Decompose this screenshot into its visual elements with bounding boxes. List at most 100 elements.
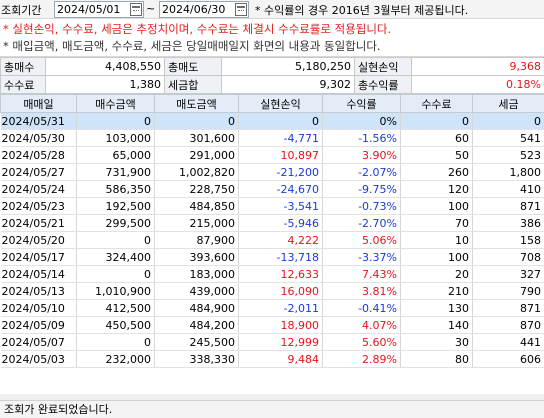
cell-fee: 100	[400, 197, 473, 215]
cell-fee: 80	[400, 350, 473, 368]
total-return-value: 0.18%	[411, 75, 544, 94]
column-header-tax[interactable]: 세금	[472, 94, 544, 113]
calendar-icon[interactable]	[235, 3, 247, 16]
table-row[interactable]: 2024/05/30 103,000 301,600 -4,771 -1.56% 60 54…	[0, 129, 544, 147]
cell-sell-amount: 484,200	[154, 316, 239, 334]
cell-tax: 541	[472, 129, 544, 147]
fee-value: 1,380	[45, 75, 165, 94]
table-row[interactable]: 2024/05/10 412,500 484,900 -2,011 -0.41% 130 8…	[0, 299, 544, 317]
cell-return-rate: 5.60%	[322, 333, 401, 351]
table-row[interactable]: 2024/05/13 1,010,900 439,000 16,090 3.81% 210…	[0, 282, 544, 300]
calendar-icon[interactable]	[130, 3, 142, 16]
cell-realized-pnl: 10,897	[238, 146, 323, 164]
realized-pnl-value: 9,368	[411, 57, 544, 76]
cell-buy-amount: 0	[76, 333, 155, 351]
table-row[interactable]: 2024/05/27 731,900 1,002,820 -21,200 -2.07% 2…	[0, 163, 544, 181]
column-header-fee[interactable]: 수수료	[400, 94, 473, 113]
cell-sell-amount: 87,900	[154, 231, 239, 249]
cell-buy-amount: 192,500	[76, 197, 155, 215]
cell-sell-amount: 215,000	[154, 214, 239, 232]
period-label: 조회기간	[1, 4, 42, 17]
total-sell-value: 5,180,250	[221, 57, 355, 76]
cell-date: 2024/05/17	[0, 248, 77, 266]
table-row[interactable]: 2024/05/07 0 245,500 12,999 5.60% 30 441	[0, 333, 544, 351]
column-header-sell-amount[interactable]: 매도금액	[154, 94, 239, 113]
cell-tax: 327	[472, 265, 544, 283]
cell-return-rate: -2.70%	[322, 214, 401, 232]
cell-buy-amount: 65,000	[76, 146, 155, 164]
cell-return-rate: 3.90%	[322, 146, 401, 164]
tax-value: 9,302	[221, 75, 355, 94]
cell-sell-amount: 1,002,820	[154, 163, 239, 181]
cell-buy-amount: 299,500	[76, 214, 155, 232]
cell-date: 2024/05/27	[0, 163, 77, 181]
cell-realized-pnl: -24,670	[238, 180, 323, 198]
cell-buy-amount: 103,000	[76, 129, 155, 147]
column-header-return-rate[interactable]: 수익률	[322, 94, 401, 113]
cell-fee: 130	[400, 299, 473, 317]
table-row[interactable]: 2024/05/03 232,000 338,330 9,484 2.89% 80 606	[0, 350, 544, 368]
cell-realized-pnl: -3,541	[238, 197, 323, 215]
cell-fee: 100	[400, 248, 473, 266]
daily-trade-grid[interactable]: 매매일 매수금액 매도금액 실현손익 수익률 수수료 세금 2024/05/31 0 0 0 0% 0…	[0, 94, 544, 394]
cell-tax: 606	[472, 350, 544, 368]
cell-buy-amount: 0	[76, 112, 155, 130]
column-header-buy-amount[interactable]: 매수금액	[76, 94, 155, 113]
cell-realized-pnl: -5,946	[238, 214, 323, 232]
cell-sell-amount: 291,000	[154, 146, 239, 164]
cell-realized-pnl: -2,011	[238, 299, 323, 317]
cell-buy-amount: 586,350	[76, 180, 155, 198]
table-row[interactable]: 2024/05/21 299,500 215,000 -5,946 -2.70% 70 38…	[0, 214, 544, 232]
cell-date: 2024/05/23	[0, 197, 77, 215]
tax-label: 세금합	[164, 75, 222, 94]
column-header-realized-pnl[interactable]: 실현손익	[238, 94, 323, 113]
cell-realized-pnl: -21,200	[238, 163, 323, 181]
cell-return-rate: 0%	[322, 112, 401, 130]
cell-date: 2024/05/21	[0, 214, 77, 232]
cell-buy-amount: 232,000	[76, 350, 155, 368]
consistency-notice: * 매입금액, 매도금액, 수수료, 세금은 당일매매일지 화면의 내용과 동일…	[3, 39, 381, 53]
cell-tax: 386	[472, 214, 544, 232]
table-row[interactable]: 2024/05/24 586,350 228,750 -24,670 -9.75% 120…	[0, 180, 544, 198]
return-availability-note: * 수익률의 경우 2016년 3월부터 제공됩니다.	[255, 4, 469, 17]
cell-buy-amount: 412,500	[76, 299, 155, 317]
table-row[interactable]: 2024/05/20 0 87,900 4,222 5.06% 10 158	[0, 231, 544, 249]
total-sell-label: 총매도	[164, 57, 222, 76]
table-row[interactable]: 2024/05/31 0 0 0 0% 0 0	[0, 112, 544, 130]
start-date-value: 2024/05/01	[57, 3, 121, 16]
cell-buy-amount: 0	[76, 231, 155, 249]
cell-sell-amount: 301,600	[154, 129, 239, 147]
table-row[interactable]: 2024/05/09 450,500 484,200 18,900 4.07% 140 87…	[0, 316, 544, 334]
cell-sell-amount: 439,000	[154, 282, 239, 300]
cell-tax: 410	[472, 180, 544, 198]
cell-fee: 70	[400, 214, 473, 232]
column-header-date[interactable]: 매매일	[0, 94, 77, 113]
cell-date: 2024/05/10	[0, 299, 77, 317]
cell-date: 2024/05/31	[0, 112, 77, 130]
notice-panel: * 실현손익, 수수료, 세금은 추정치이며, 수수료는 체결시 수수료률로 적…	[0, 19, 544, 57]
end-date-value: 2024/06/30	[162, 3, 226, 16]
cell-realized-pnl: -13,718	[238, 248, 323, 266]
cell-fee: 0	[400, 112, 473, 130]
end-date-input[interactable]: 2024/06/30	[159, 1, 249, 18]
total-buy-value: 4,408,550	[45, 57, 165, 76]
range-tilde: ~	[146, 2, 156, 15]
cell-return-rate: -9.75%	[322, 180, 401, 198]
cell-realized-pnl: 12,999	[238, 333, 323, 351]
cell-date: 2024/05/03	[0, 350, 77, 368]
table-row[interactable]: 2024/05/28 65,000 291,000 10,897 3.90% 50 523	[0, 146, 544, 164]
cell-date: 2024/05/09	[0, 316, 77, 334]
cell-sell-amount: 484,850	[154, 197, 239, 215]
cell-return-rate: -2.07%	[322, 163, 401, 181]
table-row[interactable]: 2024/05/14 0 183,000 12,633 7.43% 20 327	[0, 265, 544, 283]
table-row[interactable]: 2024/05/23 192,500 484,850 -3,541 -0.73% 100 8…	[0, 197, 544, 215]
cell-tax: 870	[472, 316, 544, 334]
fee-label: 수수료	[0, 75, 46, 94]
table-row[interactable]: 2024/05/17 324,400 393,600 -13,718 -3.37% 100…	[0, 248, 544, 266]
cell-date: 2024/05/20	[0, 231, 77, 249]
cell-buy-amount: 0	[76, 265, 155, 283]
cell-fee: 210	[400, 282, 473, 300]
start-date-input[interactable]: 2024/05/01	[54, 1, 144, 18]
cell-realized-pnl: 4,222	[238, 231, 323, 249]
cell-sell-amount: 183,000	[154, 265, 239, 283]
